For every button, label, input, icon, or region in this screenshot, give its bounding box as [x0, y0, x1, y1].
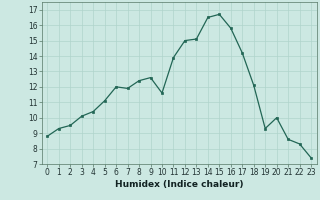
- X-axis label: Humidex (Indice chaleur): Humidex (Indice chaleur): [115, 180, 244, 189]
